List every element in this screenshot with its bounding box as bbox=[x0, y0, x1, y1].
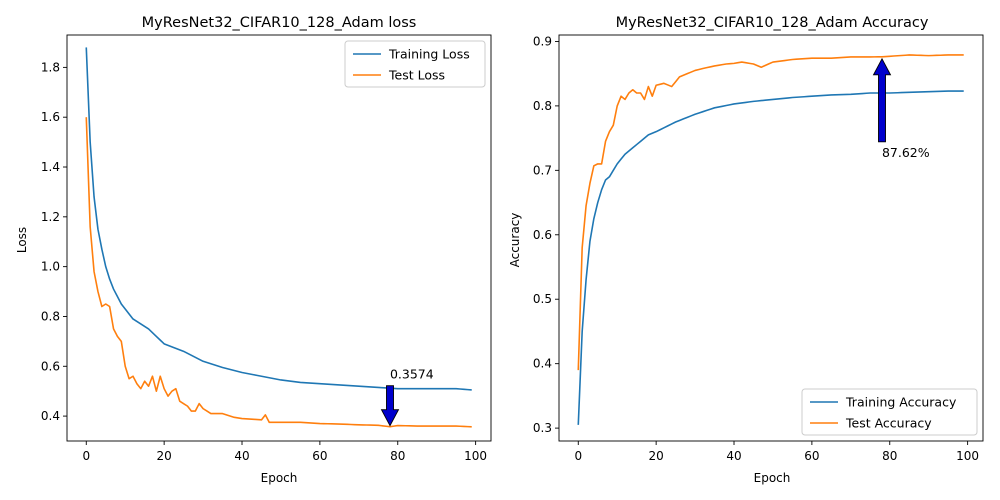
loss-x-tick-label: 40 bbox=[234, 449, 249, 463]
loss-annotation-label: 0.3574 bbox=[390, 367, 434, 382]
accuracy-x-tick-label: 80 bbox=[882, 449, 897, 463]
accuracy-axes-frame bbox=[558, 34, 984, 442]
loss-legend-label-training: Training Loss bbox=[388, 47, 470, 62]
accuracy-x-tick-label: 60 bbox=[804, 449, 819, 463]
loss-y-tick-label: 1.0 bbox=[41, 260, 60, 274]
accuracy-y-tick-label: 0.4 bbox=[533, 357, 552, 371]
accuracy-annotation-arrow bbox=[872, 57, 892, 143]
accuracy-y-tick-label: 0.6 bbox=[533, 228, 552, 242]
loss-y-tick-label: 1.8 bbox=[41, 60, 60, 74]
accuracy-y-tick-label: 0.9 bbox=[533, 34, 552, 48]
loss-x-axis-label: Epoch bbox=[261, 471, 298, 485]
accuracy-y-tick-label: 0.3 bbox=[533, 421, 552, 435]
loss-y-tick-label: 1.4 bbox=[41, 160, 60, 174]
loss-legend: Training Loss Test Loss bbox=[344, 40, 486, 88]
accuracy-series-test-line bbox=[577, 54, 964, 371]
accuracy-legend-label-test: Test Accuracy bbox=[845, 416, 932, 431]
loss-plot-area: 0 20 40 60 80 100 0.4 0.6 0.8 1.0 1.2 1.4 1.6 1.8 0.35… bbox=[41, 34, 492, 463]
accuracy-series-training-line bbox=[577, 90, 964, 425]
accuracy-x-tick-label: 0 bbox=[574, 449, 582, 463]
loss-x-tick-label: 20 bbox=[157, 449, 172, 463]
accuracy-legend: Training Accuracy Test Accuracy bbox=[801, 388, 978, 436]
accuracy-annotation-label: 87.62% bbox=[882, 145, 930, 160]
accuracy-x-tick-label: 20 bbox=[649, 449, 664, 463]
loss-y-tick-label: 1.6 bbox=[41, 110, 60, 124]
loss-x-tick-label: 100 bbox=[464, 449, 487, 463]
accuracy-x-tick-label: 100 bbox=[956, 449, 979, 463]
accuracy-y-axis-label: Accuracy bbox=[508, 213, 522, 268]
accuracy-y-tick-label: 0.8 bbox=[533, 99, 552, 113]
accuracy-legend-label-training: Training Accuracy bbox=[845, 395, 957, 410]
loss-y-tick-label: 0.4 bbox=[41, 409, 60, 423]
loss-axes-frame bbox=[66, 34, 492, 442]
loss-chart-title: MyResNet32_CIFAR10_128_Adam loss bbox=[142, 15, 417, 31]
loss-series-training-line bbox=[85, 47, 472, 391]
loss-y-tick-label: 0.6 bbox=[41, 359, 60, 373]
accuracy-chart-title: MyResNet32_CIFAR10_128_Adam Accuracy bbox=[616, 15, 929, 31]
loss-x-tick-label: 80 bbox=[390, 449, 405, 463]
loss-legend-label-test: Test Loss bbox=[388, 68, 445, 83]
accuracy-chart: MyResNet32_CIFAR10_128_Adam Accuracy 0 20… bbox=[508, 15, 984, 485]
accuracy-y-tick-label: 0.7 bbox=[533, 163, 552, 177]
loss-x-tick-label: 60 bbox=[312, 449, 327, 463]
loss-series-test-line bbox=[85, 117, 472, 428]
loss-y-tick-label: 0.8 bbox=[41, 309, 60, 323]
accuracy-x-tick-label: 40 bbox=[726, 449, 741, 463]
loss-y-axis-label: Loss bbox=[15, 227, 29, 253]
loss-chart: MyResNet32_CIFAR10_128_Adam loss 0 20 40 60… bbox=[15, 15, 492, 485]
loss-annotation-arrow bbox=[380, 385, 400, 427]
accuracy-plot-area: 0 20 40 60 80 100 0.3 0.4 0.5 0.6 0.7 0.8 0.9 87.62% bbox=[533, 34, 984, 463]
accuracy-legend-box bbox=[801, 388, 978, 436]
loss-y-tick-label: 1.2 bbox=[41, 210, 60, 224]
accuracy-y-tick-label: 0.5 bbox=[533, 292, 552, 306]
loss-x-tick-label: 0 bbox=[82, 449, 90, 463]
accuracy-x-axis-label: Epoch bbox=[754, 471, 791, 485]
